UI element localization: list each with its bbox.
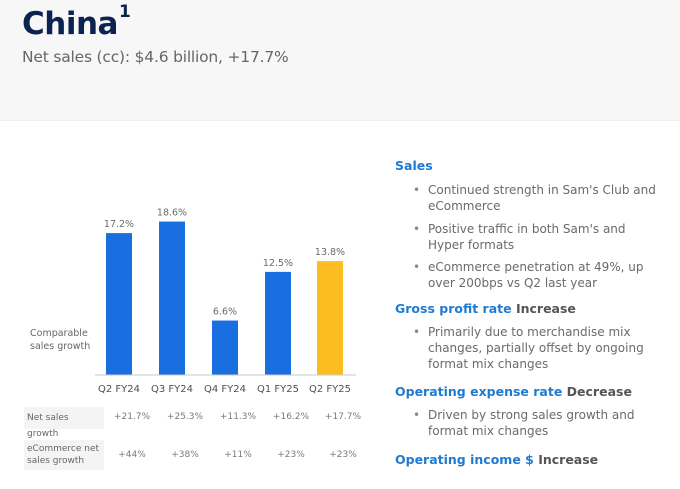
x-tick-label: Q1 FY25: [257, 384, 299, 395]
comparable-sales-chart: 17.2% Q2 FY24 18.6% Q3 FY24 6.6% Q4 FY24 12.5%…: [30, 208, 356, 395]
bullet-item: • Primarily due to merchandise mix change…: [413, 324, 663, 372]
data-label: 18.6%: [157, 208, 187, 219]
bullet-text: Primarily due to merchandise mix changes…: [428, 325, 644, 371]
x-tick-label: Q4 FY24: [204, 384, 246, 395]
section-heading-sales: Sales: [395, 158, 433, 173]
y-axis-label-line-1: Comparable: [30, 328, 88, 339]
data-label: 12.5%: [263, 258, 293, 269]
title-text: China: [22, 6, 118, 42]
table-cell: +11%: [224, 450, 252, 460]
row-label: eCommerce net sales growth: [24, 440, 104, 470]
section-heading-operating-expense: Operating expense rate Decrease: [395, 384, 632, 399]
bullet-item: • eCommerce penetration at 49%, up over 2…: [413, 259, 663, 291]
bullet-item: • Driven by strong sales growth and forma…: [413, 407, 663, 439]
table-cell: +17.7%: [324, 412, 362, 422]
bullet-text: Driven by strong sales growth and format…: [428, 408, 635, 438]
bullet-icon: •: [413, 183, 421, 197]
section-heading-gross-profit: Gross profit rate Increase: [395, 301, 576, 316]
x-tick-label: Q3 FY24: [151, 384, 193, 395]
data-label: 13.8%: [315, 247, 345, 258]
bullet-item: • Continued strength in Sam's Club and eC…: [413, 182, 663, 214]
bullet-icon: •: [413, 260, 421, 274]
heading-text: Sales: [395, 158, 433, 173]
data-label: 17.2%: [104, 219, 134, 230]
bullet-text: Continued strength in Sam's Club and eCo…: [428, 183, 656, 213]
heading-text: Operating expense rate: [395, 384, 563, 399]
table-cell: +38%: [171, 450, 199, 460]
bar-q4-fy24: [212, 320, 238, 375]
title-footnote: 1: [118, 1, 131, 22]
bullet-text: eCommerce penetration at 49%, up over 20…: [428, 260, 644, 290]
status-text: Increase: [515, 301, 576, 316]
status-text: Decrease: [566, 384, 632, 399]
table-cell: +21.7%: [113, 412, 151, 422]
bullet-icon: •: [413, 408, 421, 422]
table-cell: +44%: [118, 450, 146, 460]
table-cell: +23%: [277, 450, 305, 460]
bar-q3-fy24: [159, 221, 185, 375]
section-heading-operating-income: Operating income $ Increase: [395, 452, 598, 467]
data-label: 6.6%: [213, 307, 237, 318]
bar-q2-fy24: [106, 233, 132, 375]
x-tick-label: Q2 FY24: [98, 384, 140, 395]
table-cell: +25.3%: [166, 412, 204, 422]
bar-q1-fy25: [265, 271, 291, 375]
status-text: Increase: [538, 452, 599, 467]
heading-text: Operating income $: [395, 452, 534, 467]
page-subtitle: Net sales (cc): $4.6 billion, +17.7%: [22, 48, 289, 66]
bar-q2-fy25: [317, 261, 343, 375]
table-cell: +16.2%: [272, 412, 310, 422]
bullet-item: • Positive traffic in both Sam's and Hype…: [413, 221, 663, 253]
page-title: China1: [22, 2, 131, 42]
bullet-icon: •: [413, 222, 421, 236]
y-axis-label-line-2: sales growth: [30, 341, 90, 352]
bullet-icon: •: [413, 325, 421, 339]
table-cell: +11.3%: [219, 412, 257, 422]
heading-text: Gross profit rate: [395, 301, 512, 316]
row-label: Net sales growth: [24, 407, 104, 439]
table-cell: +23%: [329, 450, 357, 460]
header-band: China1 Net sales (cc): $4.6 billion, +17…: [0, 0, 680, 121]
bullet-text: Positive traffic in both Sam's and Hyper…: [428, 222, 626, 252]
x-tick-label: Q2 FY25: [309, 384, 351, 395]
